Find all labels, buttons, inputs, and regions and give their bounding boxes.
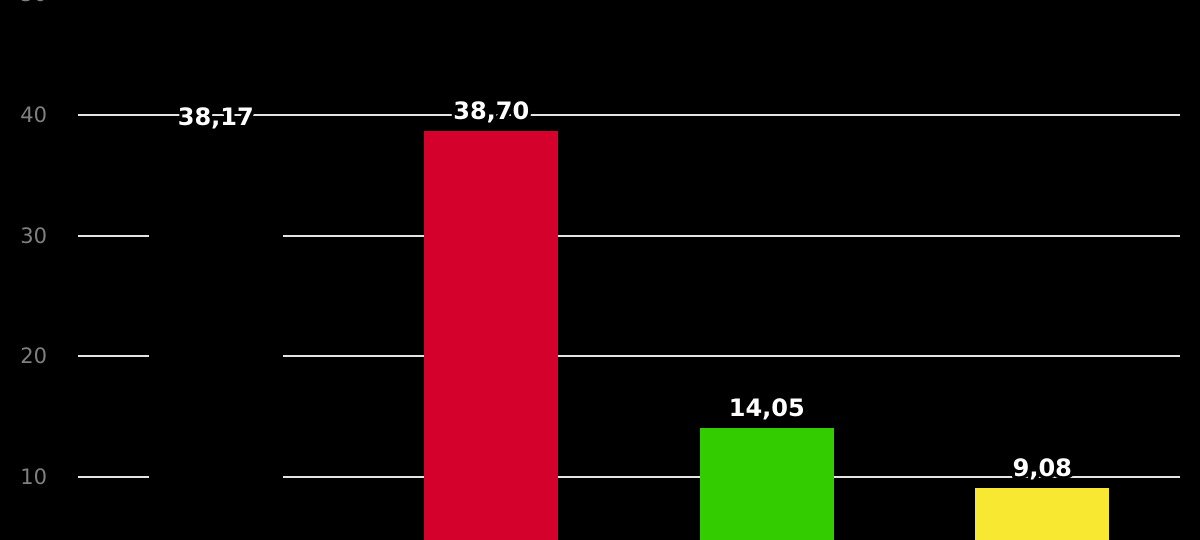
bar-value-label-4: 9,08	[1012, 454, 1072, 483]
y-axis-tick-label-10: 10	[20, 465, 47, 489]
gridline-40	[78, 114, 1180, 116]
bar-2	[424, 130, 559, 540]
y-axis-tick-label-50: 50	[0, 0, 47, 7]
gridline-20	[78, 355, 1180, 358]
gridline-30	[78, 234, 1180, 237]
y-axis-tick-label-30: 30	[20, 223, 47, 248]
bar-1	[148, 137, 283, 540]
bar-3	[699, 428, 834, 540]
gridline-10	[78, 476, 1180, 478]
y-axis-tick-label-20: 20	[20, 344, 47, 369]
bar-value-label-1: 38,17	[177, 103, 254, 132]
bar-value-label-3: 14,05	[728, 394, 805, 423]
bar-4	[975, 488, 1110, 540]
bar-value-label-2: 38,70	[453, 96, 530, 125]
y-axis-tick-label-40: 40	[20, 103, 47, 127]
